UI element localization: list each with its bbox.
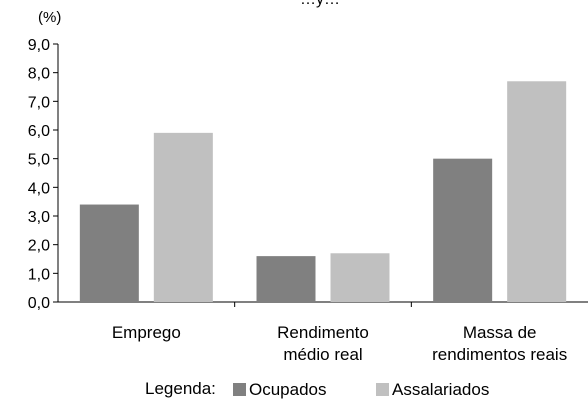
y-axis-unit-label: (%) [38, 9, 61, 26]
legend-swatch-assalariados [376, 383, 389, 396]
y-tick-label: 0,0 [28, 295, 50, 312]
bar-assalariados-2 [507, 81, 567, 303]
legend-label-ocupados: Ocupados [249, 380, 327, 399]
y-tick-label: 7,0 [28, 94, 50, 111]
bar-ocupados-1 [256, 256, 316, 302]
x-category-label: Emprego [112, 323, 181, 342]
x-category-label: médio real [283, 345, 362, 364]
title-fragment: …y… [300, 0, 340, 8]
bar-assalariados-0 [153, 132, 213, 302]
legend-label-assalariados: Assalariados [392, 380, 489, 399]
y-tick-label: 6,0 [28, 123, 50, 140]
bar-ocupados-0 [79, 204, 139, 302]
bar-assalariados-1 [330, 253, 390, 302]
y-tick-label: 4,0 [28, 180, 50, 197]
legend-title: Legenda: [145, 379, 216, 398]
y-tick-label: 2,0 [28, 238, 50, 255]
x-category-label: rendimentos reais [432, 345, 567, 364]
legend-swatch-ocupados [233, 383, 246, 396]
x-category-label: Rendimento [277, 323, 369, 342]
y-tick-label: 9,0 [28, 37, 50, 54]
bar-ocupados-2 [433, 158, 493, 302]
y-tick-label: 5,0 [28, 152, 50, 169]
y-tick-label: 8,0 [28, 66, 50, 83]
y-tick-label: 1,0 [28, 266, 50, 283]
x-category-label: Massa de [463, 323, 537, 342]
y-tick-label: 3,0 [28, 209, 50, 226]
